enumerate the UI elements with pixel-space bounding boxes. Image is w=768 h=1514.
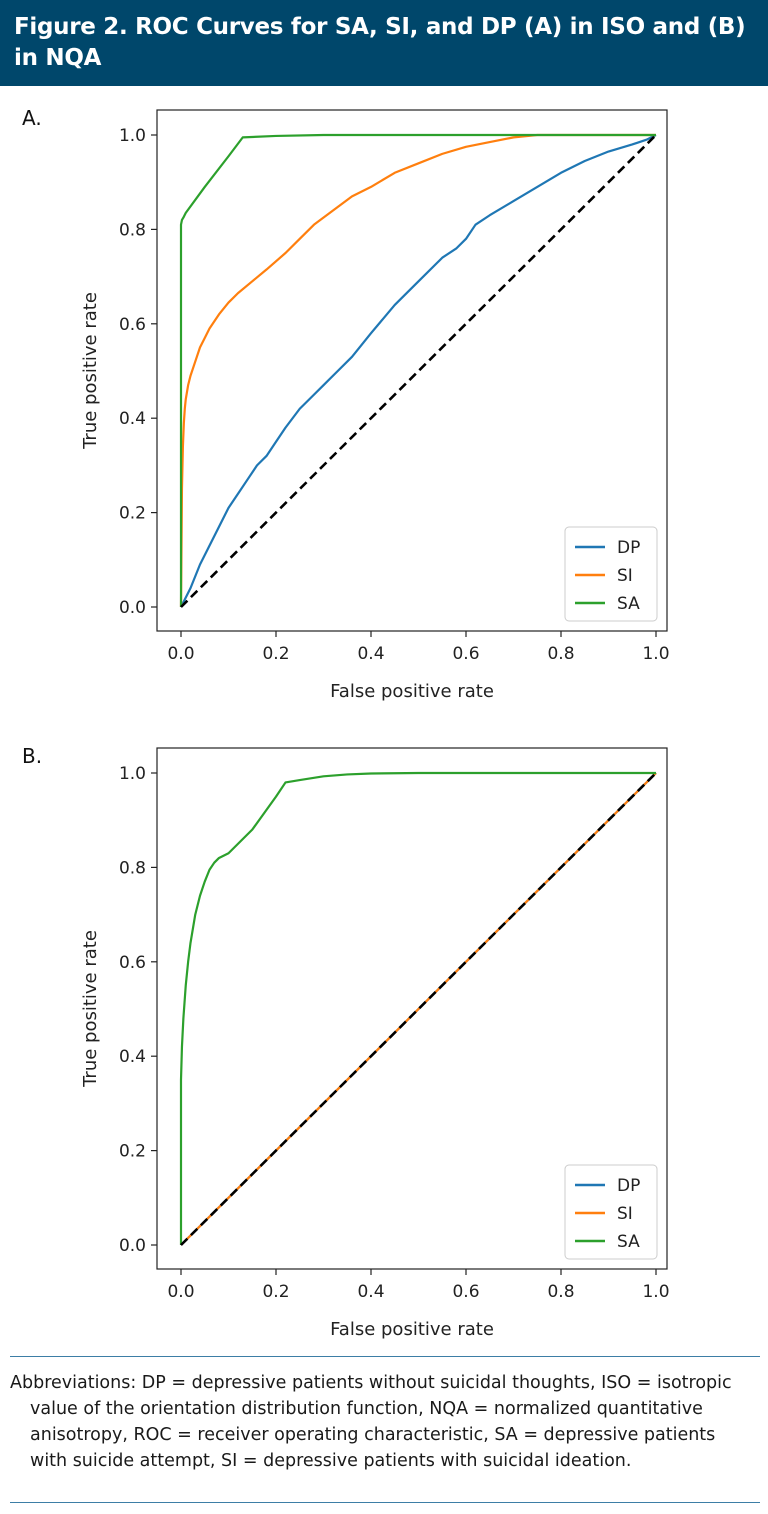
- abbreviations-note: Abbreviations: DP = depressive patients …: [10, 1373, 732, 1471]
- series-group: [179, 133, 657, 608]
- series-line-sa: [179, 771, 656, 1245]
- legend-label-sa: SA: [617, 594, 640, 614]
- y-tick-label: 0.0: [119, 598, 146, 618]
- legend-label-dp: DP: [617, 538, 640, 558]
- y-tick-label: 0.8: [119, 220, 146, 240]
- x-axis-label: False positive rate: [330, 681, 494, 702]
- x-tick-label: 0.8: [547, 1282, 574, 1302]
- x-tick-label: 0.2: [262, 644, 289, 664]
- x-tick-label: 1.0: [642, 1282, 669, 1302]
- x-tick-label: 0.2: [262, 1282, 289, 1302]
- roc-chart-b: 0.0 0.2 0.4 0.6 0.8 1.0 0.0 0.2 0.4 0.6 0.8 1.0 Fals…: [80, 747, 670, 1340]
- legend: DP SI SA: [564, 1164, 658, 1260]
- abbreviations-bottom-rule: [10, 1502, 760, 1503]
- plot-frame: [156, 747, 668, 1270]
- legend: DP SI SA: [564, 526, 658, 622]
- x-tick-label: 0.6: [452, 644, 479, 664]
- y-tick-label: 0.2: [119, 504, 146, 524]
- y-tick-label: 0.4: [119, 1047, 146, 1067]
- roc-chart-a: 0.0 0.2 0.4 0.6 0.8 1.0 0.0 0.2 0.4 0.6 0.8 1.0 Fals…: [80, 109, 670, 702]
- x-tick-label: 0.6: [452, 1282, 479, 1302]
- abbreviations-top-rule: [10, 1356, 760, 1357]
- x-tick-label: 0.0: [167, 1282, 194, 1302]
- y-tick-label: 0.8: [119, 858, 146, 878]
- y-axis-label: True positive rate: [80, 930, 101, 1088]
- x-tick-label: 0.0: [167, 644, 194, 664]
- legend-label-sa: SA: [617, 1232, 640, 1252]
- panel-label-a: A.: [22, 106, 42, 130]
- plot-frame: [156, 109, 668, 632]
- legend-label-dp: DP: [617, 1176, 640, 1196]
- y-tick-label: 1.0: [119, 126, 146, 146]
- series-line-sa: [179, 133, 656, 607]
- x-axis-label: False positive rate: [330, 1319, 494, 1340]
- series-group: [179, 771, 657, 1246]
- series-line-si: [180, 772, 657, 1246]
- series-line-si: [179, 133, 656, 608]
- legend-label-si: SI: [617, 1204, 633, 1224]
- x-tick-label: 0.4: [357, 644, 384, 664]
- x-tick-label: 0.4: [357, 1282, 384, 1302]
- figure-header: Figure 2. ROC Curves for SA, SI, and DP …: [0, 0, 768, 86]
- series-line-dp: [180, 134, 657, 608]
- y-tick-label: 0.6: [119, 315, 146, 335]
- legend-label-si: SI: [617, 566, 633, 586]
- y-tick-label: 0.4: [119, 409, 146, 429]
- legend-box: [564, 1164, 658, 1260]
- panel-label-b: B.: [22, 744, 43, 768]
- y-tick-label: 1.0: [119, 764, 146, 784]
- figure-title: Figure 2. ROC Curves for SA, SI, and DP …: [14, 14, 746, 71]
- y-axis-label: True positive rate: [80, 292, 101, 450]
- y-tick-label: 0.0: [119, 1236, 146, 1256]
- legend-box: [564, 526, 658, 622]
- y-tick-label: 0.6: [119, 953, 146, 973]
- y-tick-label: 0.2: [119, 1142, 146, 1162]
- x-tick-label: 1.0: [642, 644, 669, 664]
- x-tick-label: 0.8: [547, 644, 574, 664]
